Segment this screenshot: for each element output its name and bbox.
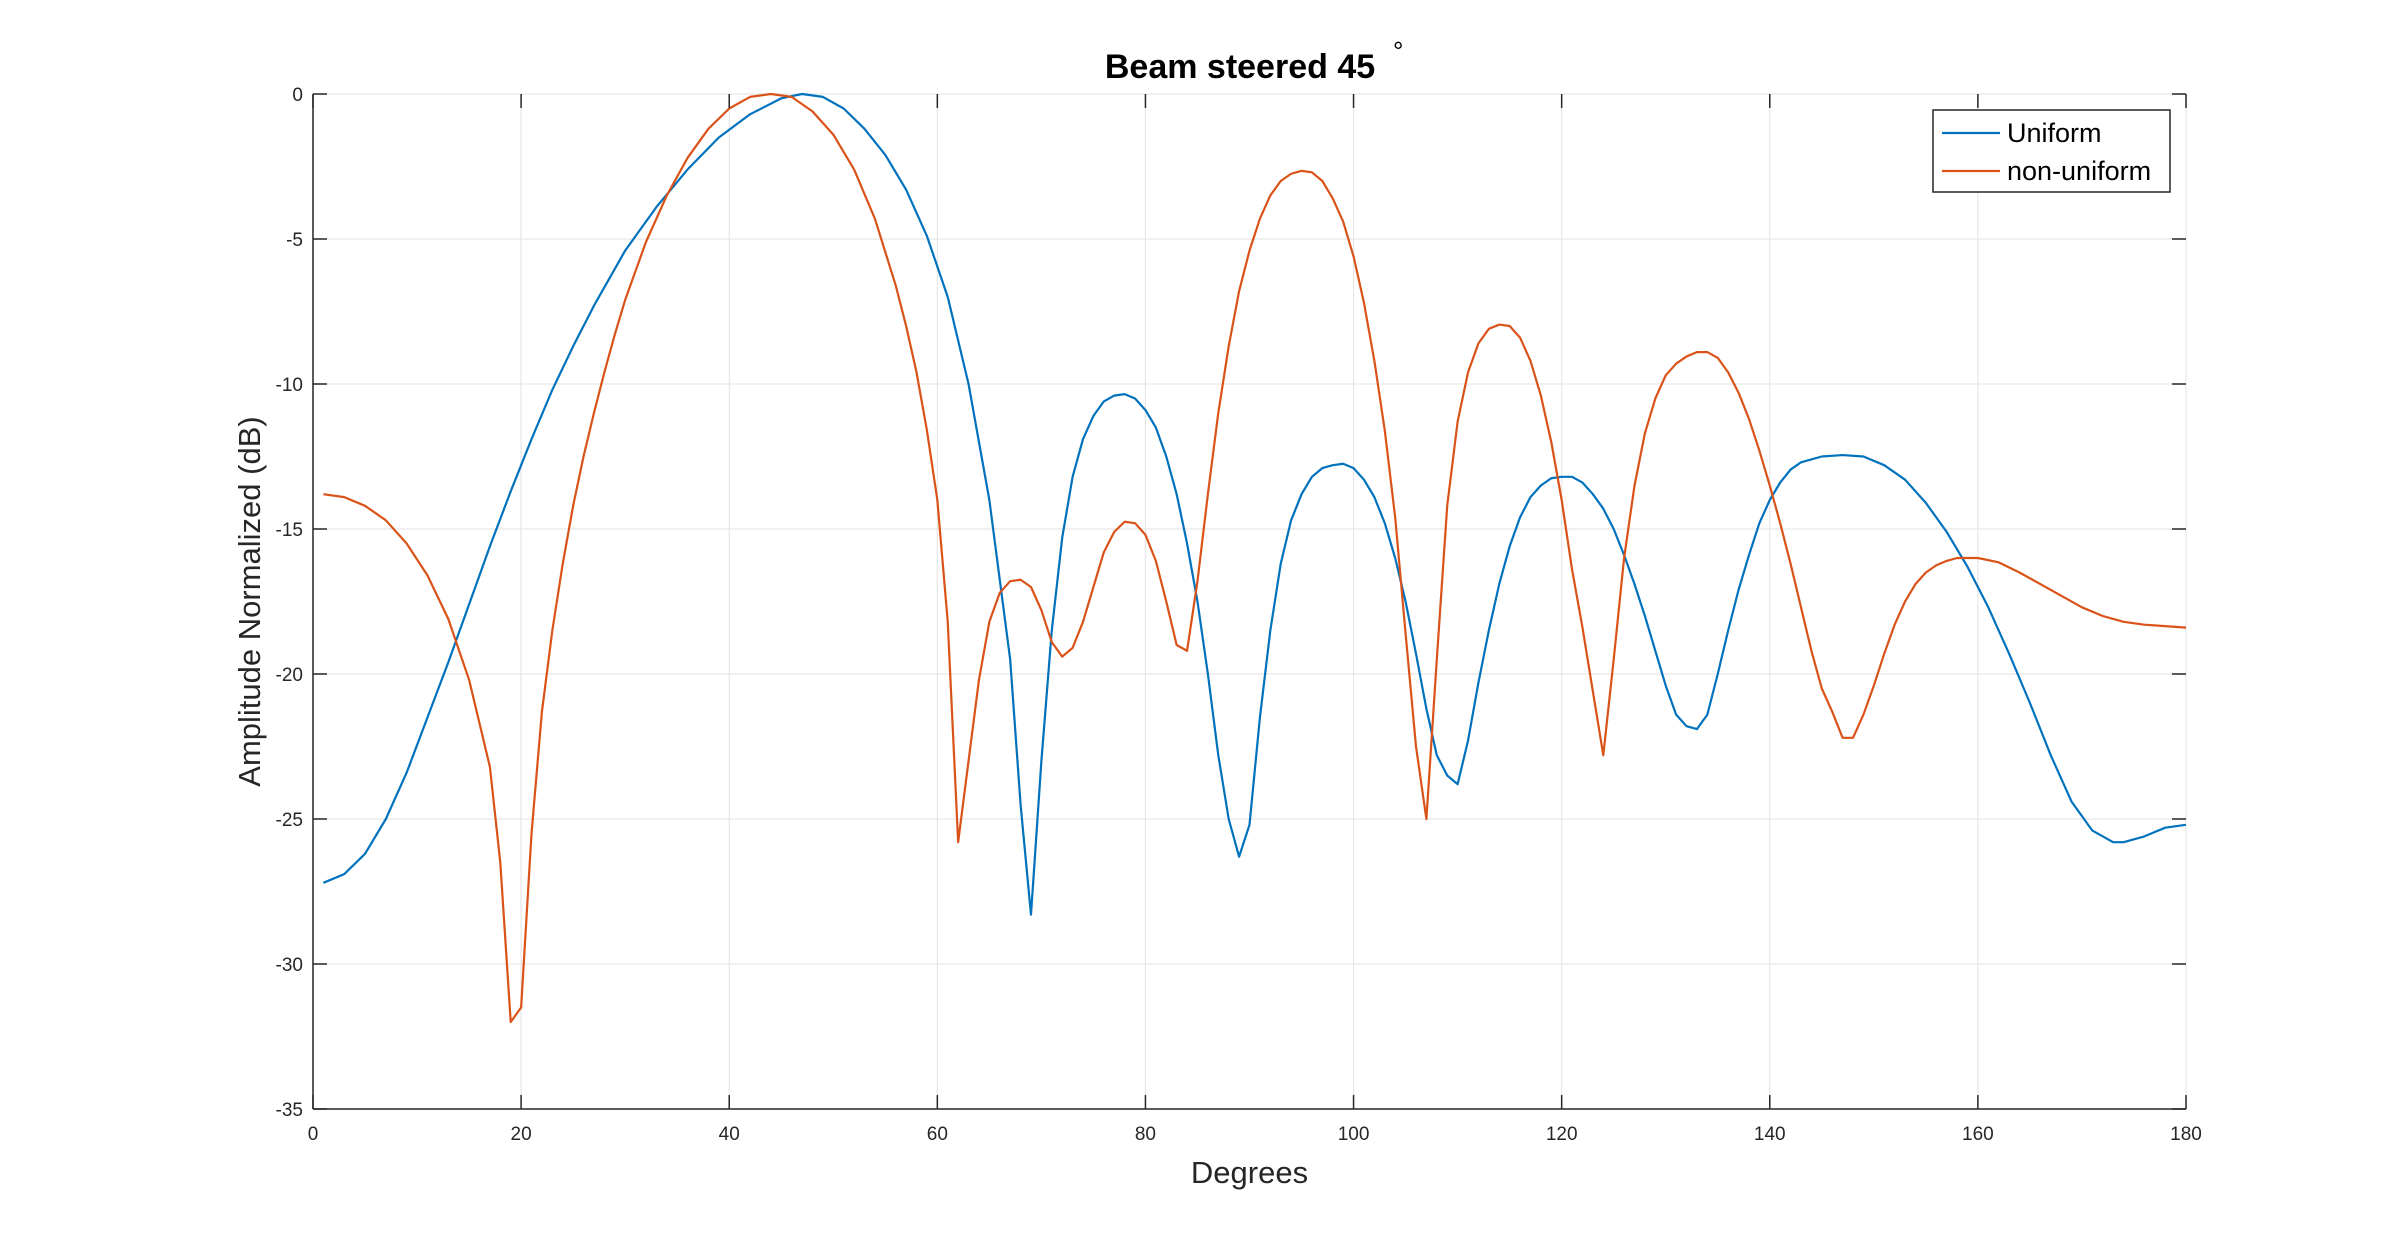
grid xyxy=(312,93,2187,1110)
plot-area xyxy=(313,94,2186,1109)
axes xyxy=(312,93,2187,1110)
x-tick-label: 100 xyxy=(1338,1124,1370,1145)
x-tick-label: 40 xyxy=(719,1124,740,1145)
y-tick-label: -5 xyxy=(286,230,303,251)
x-axis-label: Degrees xyxy=(1191,1155,1308,1190)
series-line-uniform xyxy=(322,92,2187,916)
chart-title-degree-symbol: ° xyxy=(1393,36,1403,66)
x-tick-label: 120 xyxy=(1546,1124,1578,1145)
legend-box xyxy=(1932,109,2171,193)
series-layer xyxy=(322,92,2187,1024)
x-tick-label: 60 xyxy=(927,1124,948,1145)
series-line-non-uniform xyxy=(323,92,2187,1024)
chart-title-text: Beam steered 45 xyxy=(1105,48,1375,86)
chart-title: Beam steered 45 xyxy=(1105,48,1375,86)
tick-labels: 0 20 40 60 80 100 120 140 160 180 0 -5 -10 -15 -20 -25 -… xyxy=(276,85,2202,1145)
legend: Uniform non-uniform xyxy=(1932,109,2171,193)
y-tick-label: -10 xyxy=(276,375,303,396)
x-tick-label: 20 xyxy=(511,1124,532,1145)
x-tick-label: 160 xyxy=(1962,1124,1994,1145)
x-tick-label: 80 xyxy=(1135,1124,1156,1145)
x-tick-label: 0 xyxy=(308,1124,319,1145)
legend-label-uniform: Uniform xyxy=(2007,118,2102,148)
legend-label-non-uniform: non-uniform xyxy=(2007,156,2151,186)
y-tick-label: 0 xyxy=(292,85,303,106)
y-tick-label: -25 xyxy=(276,810,303,831)
y-tick-label: -30 xyxy=(276,955,303,976)
x-tick-label: 180 xyxy=(2170,1124,2202,1145)
y-axis-label: Amplitude Normalized (dB) xyxy=(232,416,267,786)
y-tick-label: -35 xyxy=(276,1100,303,1121)
x-tick-label: 140 xyxy=(1754,1124,1786,1145)
y-tick-label: -20 xyxy=(276,665,303,686)
y-tick-label: -15 xyxy=(276,520,303,541)
